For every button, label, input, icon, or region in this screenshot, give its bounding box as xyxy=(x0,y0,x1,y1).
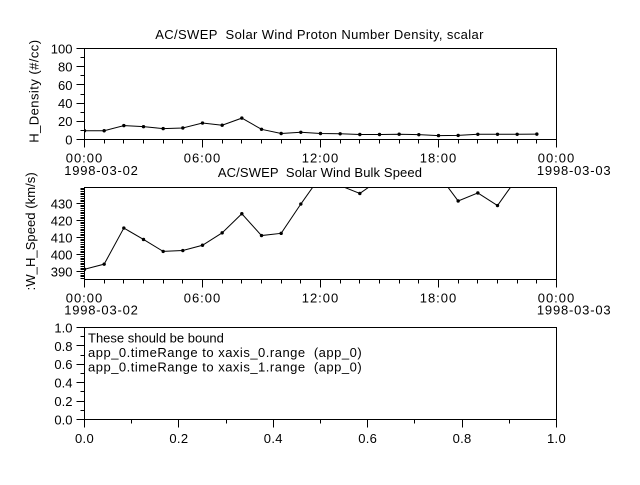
svg-text:410: 410 xyxy=(51,230,73,245)
svg-text:400: 400 xyxy=(51,248,73,263)
svg-text:1.0: 1.0 xyxy=(54,320,72,335)
svg-text:0.4: 0.4 xyxy=(54,376,72,391)
svg-text:1998-03-02: 1998-03-02 xyxy=(64,163,139,178)
svg-text:18:00: 18:00 xyxy=(420,290,458,305)
svg-text:430: 430 xyxy=(51,196,73,211)
svg-text:40: 40 xyxy=(58,96,72,111)
svg-text:0.8: 0.8 xyxy=(54,339,72,354)
svg-text:06:00: 06:00 xyxy=(184,290,222,305)
svg-text:1998-03-03: 1998-03-03 xyxy=(537,302,612,317)
svg-text:0: 0 xyxy=(65,132,72,147)
svg-text:app_0.timeRange to xaxis_0.ran: app_0.timeRange to xaxis_0.range (app_0) xyxy=(88,345,362,360)
svg-text:These should be bound: These should be bound xyxy=(88,331,224,346)
svg-text:18:00: 18:00 xyxy=(420,151,458,166)
svg-text:0.2: 0.2 xyxy=(169,431,188,446)
svg-text:00:00: 00:00 xyxy=(66,290,104,305)
svg-text:00:00: 00:00 xyxy=(538,151,576,166)
svg-text:420: 420 xyxy=(51,213,73,228)
svg-text:AC/SWEP Solar Wind Bulk Speed: AC/SWEP Solar Wind Bulk Speed xyxy=(218,165,422,180)
svg-text:60: 60 xyxy=(58,78,72,93)
svg-text:0.8: 0.8 xyxy=(453,431,472,446)
svg-text:H_Density (#/cc): H_Density (#/cc) xyxy=(26,39,41,142)
svg-text:390: 390 xyxy=(51,265,73,280)
svg-text:1998-03-02: 1998-03-02 xyxy=(64,302,139,317)
svg-text:0.0: 0.0 xyxy=(75,431,94,446)
svg-text:80: 80 xyxy=(58,60,72,75)
svg-text:12:00: 12:00 xyxy=(302,290,340,305)
svg-text:1998-03-03: 1998-03-03 xyxy=(537,163,612,178)
svg-text:12:00: 12:00 xyxy=(302,151,340,166)
svg-text:app_0.timeRange to xaxis_1.ran: app_0.timeRange to xaxis_1.range (app_0) xyxy=(88,359,362,374)
svg-text::W_H_Speed (km/s): :W_H_Speed (km/s) xyxy=(23,172,38,290)
svg-text:AC/SWEP Solar Wind Proton Num: AC/SWEP Solar Wind Proton Number Density… xyxy=(155,27,484,42)
svg-text:0.6: 0.6 xyxy=(358,431,377,446)
svg-text:00:00: 00:00 xyxy=(538,290,576,305)
svg-text:06:00: 06:00 xyxy=(184,151,222,166)
svg-text:0.0: 0.0 xyxy=(54,412,72,427)
svg-text:00:00: 00:00 xyxy=(66,151,104,166)
svg-text:0.4: 0.4 xyxy=(264,431,283,446)
svg-text:0.6: 0.6 xyxy=(54,357,72,372)
svg-text:100: 100 xyxy=(51,41,73,56)
svg-text:1.0: 1.0 xyxy=(547,431,566,446)
svg-text:0.2: 0.2 xyxy=(54,394,72,409)
svg-text:20: 20 xyxy=(58,114,72,129)
